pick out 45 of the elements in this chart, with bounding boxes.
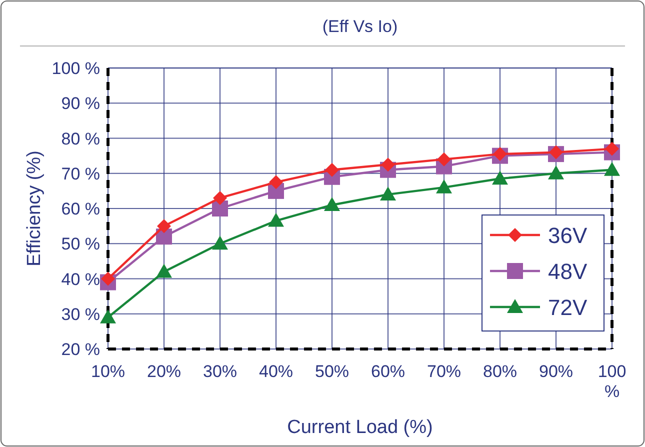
y-tick-label: 60 % bbox=[61, 200, 100, 218]
point bbox=[437, 152, 451, 166]
x-tick-label: 80% bbox=[482, 362, 518, 381]
legend-label: 48V bbox=[548, 259, 588, 284]
point bbox=[100, 309, 116, 324]
x-tick-label: 100 % bbox=[598, 362, 626, 401]
x-tick-label: 20% bbox=[146, 362, 182, 381]
point bbox=[268, 212, 284, 227]
x-tick-label: 30% bbox=[202, 362, 238, 381]
point bbox=[213, 190, 227, 205]
point bbox=[436, 179, 452, 194]
point bbox=[101, 272, 115, 286]
chart-title: (Eff Vs Io) bbox=[322, 17, 398, 36]
point bbox=[325, 162, 339, 177]
x-tick-label: 90% bbox=[538, 362, 574, 381]
y-tick-label: 90 % bbox=[61, 94, 100, 114]
point bbox=[381, 158, 395, 172]
x-tick-label: 70% bbox=[426, 362, 462, 381]
point bbox=[269, 175, 283, 190]
y-tick-label: 40 % bbox=[61, 270, 100, 289]
point bbox=[157, 219, 171, 234]
point bbox=[324, 196, 340, 211]
legend-label: 72V bbox=[548, 295, 588, 320]
x-axis-title: Current Load (%) bbox=[287, 417, 433, 438]
point bbox=[604, 162, 620, 176]
y-tick-label: 20 % bbox=[61, 340, 100, 359]
y-tick-label: 50 % bbox=[61, 234, 100, 254]
y-tick-label: 30 % bbox=[61, 304, 100, 324]
point bbox=[212, 200, 228, 216]
point bbox=[549, 145, 563, 160]
x-tick-label: 40% bbox=[258, 362, 294, 381]
y-axis-title: Efficiency (%) bbox=[24, 150, 45, 266]
legend-label: 36V bbox=[548, 223, 588, 248]
point bbox=[605, 142, 619, 156]
point bbox=[212, 236, 228, 250]
point bbox=[548, 165, 564, 180]
x-tick-label: 10% bbox=[90, 362, 126, 381]
point bbox=[156, 264, 172, 278]
y-tick-label: 100 % bbox=[52, 59, 100, 78]
y-tick-label: 70 % bbox=[61, 164, 100, 184]
point bbox=[380, 186, 396, 200]
x-tick-label: 60% bbox=[370, 362, 406, 381]
x-tick-label: 50% bbox=[314, 362, 350, 381]
y-tick-label: 80 % bbox=[61, 129, 100, 148]
point bbox=[492, 170, 508, 185]
